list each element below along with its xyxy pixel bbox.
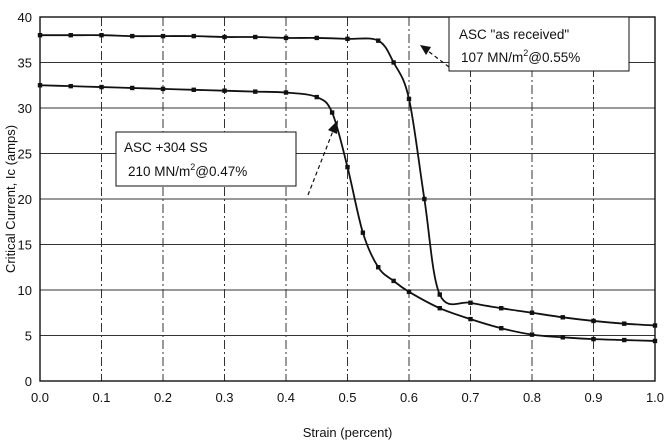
y-tick-label: 5: [25, 329, 32, 344]
annotation-as-received-arrow: [427, 50, 450, 68]
annotation-as-received-superscript: 2: [523, 48, 528, 58]
data-point: [37, 33, 43, 38]
data-point: [99, 33, 104, 38]
data-point: [68, 83, 73, 89]
x-tick-label: 0.4: [277, 390, 295, 405]
annotation-as-received-line1: ASC "as received": [459, 27, 569, 42]
tick-labels: 0 5 10 15 20 25 30 35 40 0.0 0.1 0.2 0.3 0.4 0.5 0.6 0.7…: [18, 10, 665, 405]
annotation-as-received-value: 107 MN/m: [461, 50, 523, 65]
data-point: [391, 60, 396, 65]
data-point: [622, 337, 627, 343]
annotation-304ss-box: [115, 131, 297, 187]
y-tick-label: 0: [25, 374, 32, 389]
data-point: [360, 230, 366, 235]
annotation-304ss-superscript: 2: [190, 162, 195, 172]
data-point: [314, 94, 319, 100]
data-point: [391, 278, 396, 284]
annotation-304ss-arrow: [307, 130, 334, 196]
y-axis-title: Critical Current, Ic (amps): [3, 125, 18, 273]
data-point: [560, 315, 565, 320]
annotation-304ss-value: 210 MN/m: [128, 164, 190, 179]
annotation-304ss-line2: 210 MN/m2@0.47%: [128, 162, 247, 179]
y-tick-label: 30: [18, 101, 32, 116]
data-point: [160, 33, 166, 39]
data-point: [160, 86, 166, 92]
y-tick-label: 35: [18, 56, 32, 71]
data-point: [191, 87, 196, 92]
data-point: [283, 35, 289, 41]
x-tick-label: 0.8: [523, 390, 541, 405]
data-point: [345, 36, 350, 42]
annotation-304ss-line1: ASC +304 SS: [124, 140, 208, 155]
annotation-304ss-strain: @0.47%: [195, 164, 247, 179]
x-tick-label: 0.3: [215, 390, 233, 405]
data-point: [314, 35, 319, 41]
data-point: [130, 85, 135, 91]
y-tick-label: 20: [18, 192, 32, 207]
x-tick-label: 0.5: [338, 390, 356, 405]
data-point: [529, 310, 535, 315]
data-point: [499, 326, 504, 331]
y-tick-label: 15: [18, 238, 32, 253]
x-tick-label: 1.0: [646, 390, 664, 405]
data-point: [130, 33, 135, 39]
annotation-as-received: ASC "as received" 107 MN/m2@0.55%: [420, 16, 630, 72]
data-point: [376, 265, 381, 270]
data-point: [68, 33, 73, 38]
x-axis-title: Strain (percent): [303, 425, 393, 440]
series-layer: [37, 33, 658, 344]
data-point: [652, 338, 658, 344]
data-point: [99, 84, 104, 90]
annotation-as-received-line2: 107 MN/m2@0.55%: [461, 48, 580, 65]
series-2: [37, 83, 658, 344]
annotation-as-received-arrowhead: [420, 45, 431, 55]
data-point: [529, 332, 535, 337]
x-tick-label: 0.7: [461, 390, 479, 405]
data-point: [591, 336, 596, 342]
data-point: [37, 83, 43, 88]
data-point: [437, 306, 442, 311]
annotation-as-received-box: [448, 16, 630, 72]
x-tick-label: 0.6: [400, 390, 418, 405]
annotation-304ss: ASC +304 SS 210 MN/m2@0.47%: [115, 120, 338, 196]
annotation-as-received-strain: @0.55%: [528, 50, 580, 65]
series-line: [39, 34, 656, 327]
data-point: [345, 164, 350, 170]
data-point: [591, 318, 596, 324]
y-tick-label: 10: [18, 283, 32, 298]
plot-area-border: [39, 16, 656, 382]
data-point: [499, 306, 504, 311]
data-point: [468, 300, 473, 305]
data-point: [376, 38, 381, 43]
data-point: [406, 289, 412, 295]
data-point: [222, 88, 227, 93]
x-tick-label: 0.1: [92, 390, 110, 405]
series-1: [37, 33, 658, 328]
data-point: [283, 90, 289, 95]
data-point: [652, 323, 658, 328]
data-point: [406, 96, 412, 102]
x-tick-label: 0.0: [31, 390, 49, 405]
data-point: [560, 335, 565, 340]
data-point: [622, 321, 627, 326]
data-point: [222, 34, 227, 40]
data-point: [253, 34, 258, 40]
y-tick-label: 25: [18, 147, 32, 162]
data-point: [437, 292, 442, 297]
x-tick-label: 0.9: [584, 390, 602, 405]
y-tick-label: 40: [18, 10, 32, 25]
grid-lines: [40, 17, 655, 381]
data-point: [191, 33, 196, 39]
data-point: [422, 196, 427, 202]
data-point: [468, 316, 473, 322]
data-point: [253, 89, 258, 94]
data-point: [329, 110, 335, 115]
x-tick-label: 0.2: [154, 390, 172, 405]
annotation-304ss-arrowhead: [328, 120, 338, 134]
